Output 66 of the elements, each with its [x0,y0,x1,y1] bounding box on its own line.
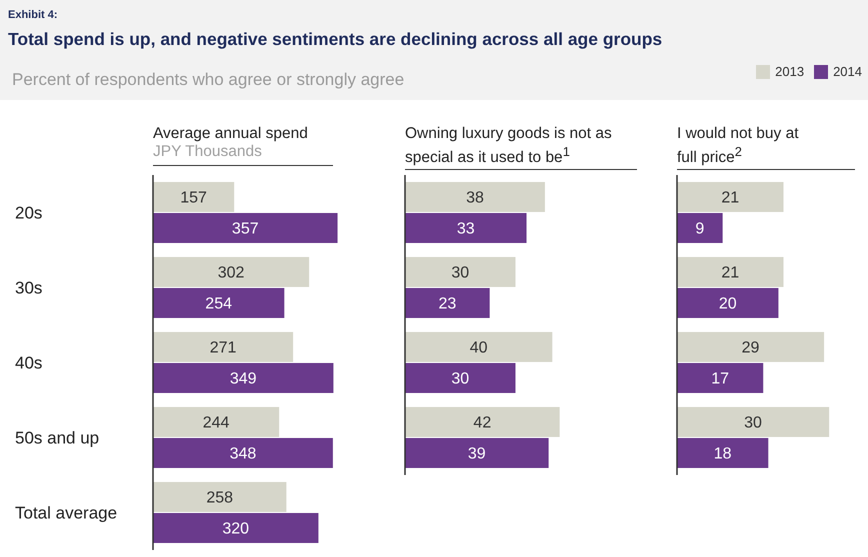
data-label: 21 [721,190,740,207]
data-label: 42 [473,414,492,432]
data-label: 39 [468,446,486,463]
bar [153,482,286,512]
data-label: 348 [230,446,256,463]
data-label: 17 [711,370,730,388]
bar [677,288,778,318]
legend-title: JPY Thousands [153,143,263,161]
bar [153,182,234,212]
bar [153,513,318,543]
data-label: 349 [230,370,257,388]
data-label: 9 [695,220,704,238]
data-label: 302 [218,264,245,282]
chart-title: Total spend is up, and negative sentiments are declining across all age groups [8,29,662,50]
data-label: 18 [714,446,732,463]
data-label: 29 [742,340,760,357]
data-label: 33 [456,220,475,238]
bar [405,257,516,287]
bar [677,213,723,243]
data-label: 38 [466,190,484,207]
bar [405,288,490,318]
data-label: 320 [222,520,250,538]
bar [677,182,784,212]
data-label: 30 [451,264,470,282]
data-label: 21 [721,264,740,282]
bar [153,213,338,243]
data-label: 23 [438,296,456,313]
x-axis-title: Owning luxury goods is not as special as it used to be$^{1}$ [405,125,637,168]
y-tick-label: 50s and up [15,428,100,448]
data-label: 40 [470,340,488,357]
bar [153,363,334,393]
bar [405,363,516,393]
data-label: 244 [202,414,230,432]
data-label: 357 [232,220,259,238]
bar [153,332,294,362]
y-tick-label: 40s [15,354,42,372]
data-label: 258 [206,490,234,507]
legend-label: 2013 [775,64,804,79]
bar [405,332,552,362]
bar [677,332,824,362]
bar [677,438,768,468]
bar [153,438,333,468]
y-tick-label: 30s [15,278,42,298]
data-label: 254 [205,296,232,313]
x-axis-title: I would not buy at full price$^{2}$ [677,125,800,168]
data-label: 30 [451,370,470,388]
data-label: 30 [744,414,762,432]
bar [153,288,284,318]
bar [405,407,560,437]
bar [405,438,549,468]
data-label: 20 [718,296,737,313]
bar [677,407,830,437]
y-tick-label: Total average [15,504,118,522]
bar [677,363,764,393]
bar [405,213,527,243]
data-label: 157 [180,190,208,207]
x-axis-title: Average annual spend [153,125,309,143]
bar [153,257,310,287]
legend-label: 2014 [833,64,862,79]
text: Exhibit 4: [8,9,58,21]
y-tick-label: 20s [15,204,42,222]
data-label: 271 [210,340,236,357]
chart-subtitle: Percent of respondents who agree or strongly agree [12,70,404,90]
bar [153,407,280,437]
bar [677,257,784,287]
bar [405,182,545,212]
